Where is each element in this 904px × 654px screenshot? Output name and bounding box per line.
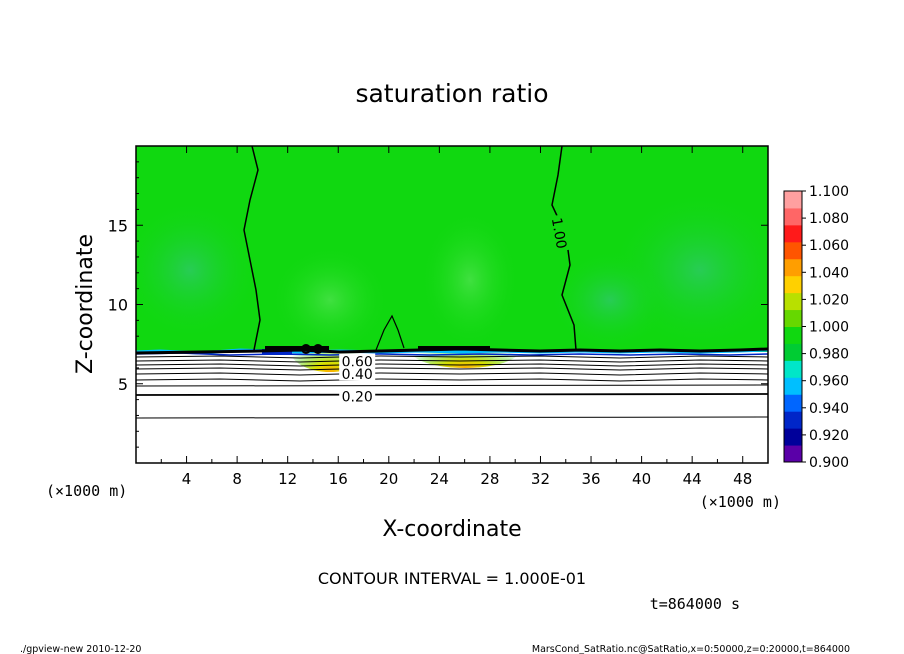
colorbar-swatch — [784, 258, 802, 277]
y-tick-label: 10 — [108, 296, 128, 315]
contour-knot-4 — [313, 344, 323, 354]
colorbar-label: 1.080 — [809, 211, 849, 227]
contour-line-0.70 — [136, 363, 768, 367]
contour-interval-note: CONTOUR INTERVAL = 1.000E-01 — [318, 569, 586, 588]
footer-left: ./gpview-new 2010-12-20 — [20, 644, 141, 654]
contour-line-0.40 — [136, 378, 768, 382]
chart-title: saturation ratio — [355, 79, 548, 108]
colorbar-swatch — [784, 326, 802, 344]
colorbar-swatch — [784, 445, 802, 463]
y-axis-label: Z-coordinate — [73, 234, 98, 374]
contour-label-bg — [339, 366, 376, 381]
x-tick-label: 32 — [531, 470, 550, 488]
contour-line-0.90 — [136, 355, 768, 359]
time-note: t=864000 s — [650, 595, 740, 613]
y-axis-ticks: 5 10 15 — [108, 161, 768, 448]
colorbar-label: 0.980 — [809, 347, 849, 363]
x-tick-label: 36 — [581, 470, 600, 488]
contour-knot-1 — [265, 346, 329, 351]
colorbar-label: 0.940 — [809, 401, 849, 417]
colorbar-swatch — [784, 191, 802, 209]
cloud-base-edge-dark — [136, 352, 768, 356]
x-tick-label: 12 — [278, 470, 297, 488]
colorbar-swatch — [784, 207, 802, 226]
colorbar-label: 1.040 — [809, 265, 849, 281]
contour-line-1.00-peak — [375, 314, 405, 351]
colorbar-labels: 0.900 0.920 0.940 0.960 0.980 1.000 1.020 1.040… — [802, 184, 849, 471]
x-axis-label: X-coordinate — [382, 517, 521, 542]
colorbar-label: 1.000 — [809, 320, 849, 336]
x-tick-label: 20 — [379, 470, 398, 488]
colorbar-label: 1.060 — [809, 238, 849, 254]
colorbar-swatch — [784, 309, 802, 327]
colorbar-swatch — [784, 241, 802, 260]
contour-line-0.10 — [136, 416, 768, 419]
contour-label-bg — [550, 214, 571, 252]
contour-label: 0.40 — [342, 367, 373, 383]
contour-label: 1.00 — [548, 217, 569, 250]
contour-line-0.20 — [136, 393, 768, 396]
colorbar-swatch — [784, 411, 802, 429]
x-tick-label: 40 — [632, 470, 651, 488]
contour-line-0.60 — [136, 367, 768, 371]
colorbar-swatch — [784, 394, 802, 412]
x-axis-unit-left: (×1000 m) — [46, 482, 127, 500]
contour-line-1.00-right — [551, 146, 577, 351]
x-tick-label: 4 — [182, 470, 192, 488]
contour-labels: 1.000.600.400.20 — [339, 214, 571, 405]
x-tick-label: 8 — [232, 470, 242, 488]
paler-patch-mid — [550, 250, 670, 350]
x-tick-label: 24 — [430, 470, 449, 488]
x-tick-label: 48 — [733, 470, 752, 488]
colorbar-label: 0.900 — [809, 455, 849, 471]
colorbar-swatch — [784, 377, 802, 395]
contour-line-1.00-left — [243, 146, 261, 351]
colorbar-label: 0.960 — [809, 374, 849, 390]
colorbar-label: 0.920 — [809, 428, 849, 444]
contour-knot-3 — [301, 344, 311, 354]
contour-line-0.80 — [136, 359, 768, 363]
plot-area: 1.000.600.400.20 — [136, 146, 768, 463]
contour-line-0.50 — [136, 372, 768, 376]
footer-right: MarsCond_SatRatio.nc@SatRatio,x=0:50000,… — [532, 644, 850, 654]
x-tick-label: 44 — [683, 470, 702, 488]
contour-label-bg — [339, 388, 376, 403]
lighter-patch-2 — [420, 210, 520, 350]
colorbar-swatch — [784, 428, 802, 446]
colorbar-swatch — [784, 292, 802, 311]
x-tick-label: 16 — [329, 470, 348, 488]
colorbar-swatch — [784, 224, 802, 243]
lighter-patch-1 — [270, 245, 390, 355]
colorbar-label: 1.020 — [809, 292, 849, 308]
colorbar — [783, 190, 803, 463]
contour-label-bg — [339, 353, 376, 368]
x-axis-ticks: 4 8 12 16 20 24 28 32 36 40 44 48 — [160, 146, 752, 488]
x-axis-unit-right: (×1000 m) — [700, 493, 781, 511]
x-tick-label: 28 — [480, 470, 499, 488]
paler-patch-left — [136, 200, 260, 340]
colorbar-swatch — [784, 275, 802, 294]
colorbar-label: 1.100 — [809, 184, 849, 200]
contour-knot-2 — [418, 346, 490, 350]
colorbar-swatch — [784, 360, 802, 378]
colorbar-swatch — [784, 343, 802, 361]
contour-line-0.30 — [136, 384, 768, 387]
y-tick-label: 15 — [108, 216, 128, 235]
y-tick-label: 5 — [118, 375, 128, 394]
contour-label: 0.20 — [342, 389, 373, 405]
